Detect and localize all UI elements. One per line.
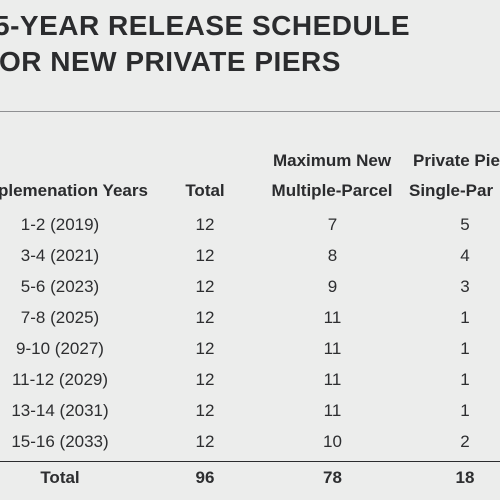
table-row: 3-4 (2021) 12 8 4 — [0, 240, 500, 271]
cell-years: 11-12 (2029) — [11, 370, 109, 389]
table-row: 9-10 (2027) 12 11 1 — [0, 333, 500, 364]
totals-total: 96 — [195, 468, 215, 487]
cell-total: 12 — [195, 246, 215, 265]
table-row: 5-6 (2023) 12 9 3 — [0, 271, 500, 302]
cell-single: 1 — [460, 401, 470, 420]
cell-single: 4 — [460, 246, 470, 265]
cell-multi: 8 — [327, 246, 338, 265]
cell-multi: 9 — [327, 277, 338, 296]
table-row: 13-14 (2031) 12 11 1 — [0, 395, 500, 426]
cell-single: 5 — [460, 215, 470, 234]
cell-total: 12 — [195, 215, 215, 234]
cell-years: 5-6 (2023) — [20, 277, 100, 296]
title-line-1: 5-YEAR RELEASE SCHEDULE — [0, 10, 411, 41]
cell-single: 3 — [460, 277, 470, 296]
cell-single: 1 — [460, 370, 470, 389]
divider — [0, 111, 500, 112]
header-multi-bottom: Multiple-Parcel — [271, 181, 393, 200]
cell-multi: 11 — [323, 401, 342, 420]
totals-row: Total 96 78 18 — [0, 461, 500, 496]
header-single-top: Private Pie — [413, 151, 500, 170]
table-row: 7-8 (2025) 12 11 1 — [0, 302, 500, 333]
cell-total: 12 — [195, 277, 215, 296]
cell-total: 12 — [195, 401, 215, 420]
cell-single: 1 — [460, 339, 470, 358]
cell-years: 13-14 (2031) — [11, 401, 109, 420]
totals-multi: 78 — [323, 468, 342, 487]
totals-single: 18 — [455, 468, 475, 487]
header-years: plemenation Years — [0, 181, 148, 200]
page-title: 5-YEAR RELEASE SCHEDULE OR NEW PRIVATE P… — [0, 8, 410, 80]
cell-multi: 7 — [327, 215, 338, 234]
table-row: 15-16 (2033) 12 10 2 — [0, 426, 500, 457]
cell-single: 1 — [460, 308, 470, 327]
header-total: Total — [185, 181, 225, 200]
cell-total: 12 — [195, 432, 215, 451]
cell-multi: 11 — [323, 308, 342, 327]
cell-years: 9-10 (2027) — [16, 339, 104, 358]
header-multi-top: Maximum New — [272, 151, 392, 170]
cell-years: 3-4 (2021) — [20, 246, 100, 265]
cell-multi: 11 — [323, 339, 342, 358]
header-single-bottom: Single-Par — [409, 181, 494, 200]
cell-multi: 10 — [323, 432, 342, 451]
totals-label: Total — [40, 468, 80, 487]
cell-years: 7-8 (2025) — [20, 308, 100, 327]
table-row: 1-2 (2019) 12 7 5 — [0, 209, 500, 240]
cell-years: 15-16 (2033) — [11, 432, 109, 451]
cell-years: 1-2 (2019) — [20, 215, 100, 234]
cell-total: 12 — [195, 308, 215, 327]
cell-total: 12 — [195, 339, 215, 358]
cell-single: 2 — [460, 432, 470, 451]
cell-multi: 11 — [323, 370, 342, 389]
cell-total: 12 — [195, 370, 215, 389]
table-row: 11-12 (2029) 12 11 1 — [0, 364, 500, 395]
title-line-2: OR NEW PRIVATE PIERS — [0, 46, 341, 77]
